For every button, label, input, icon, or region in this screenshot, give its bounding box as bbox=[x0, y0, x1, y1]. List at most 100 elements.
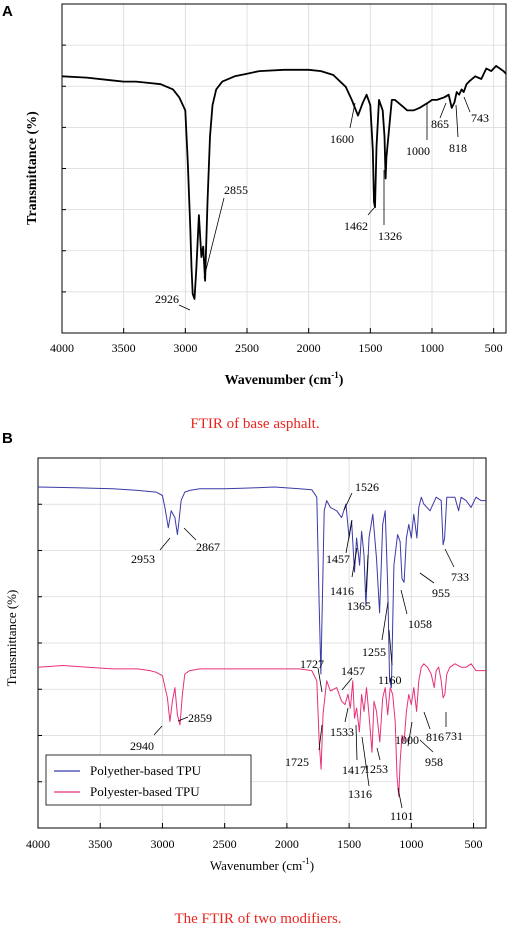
x-tick-label: 1500 bbox=[337, 837, 361, 851]
panel-b-x-axis-label: Wavenumber (cm-1) bbox=[210, 856, 314, 873]
peak-arrow bbox=[178, 304, 191, 311]
peak-label: 733 bbox=[451, 570, 469, 584]
peak-label: 1000 bbox=[395, 733, 419, 747]
x-tick-label: 1000 bbox=[399, 837, 423, 851]
peak-label: 2859 bbox=[188, 711, 212, 725]
peak-label: 743 bbox=[471, 111, 489, 125]
peak-arrow bbox=[444, 548, 455, 568]
x-tick-label: 500 bbox=[485, 341, 503, 355]
panel-b-legend: Polyether-based TPU Polyester-based TPU bbox=[45, 754, 252, 806]
peak-label: 816 bbox=[426, 730, 444, 744]
legend-label-polyester: Polyester-based TPU bbox=[90, 784, 200, 799]
peak-arrow bbox=[419, 739, 434, 753]
x-tick-label: 1500 bbox=[358, 341, 382, 355]
peak-label: 1457 bbox=[341, 664, 365, 678]
peak-label: 865 bbox=[431, 117, 449, 131]
panel-b: B 4000 3500 3000 2500 2000 1500 1000 500 Transm… bbox=[2, 430, 487, 927]
peak-arrow bbox=[397, 787, 403, 809]
panel-b-series bbox=[37, 486, 486, 797]
peak-label: 1416 bbox=[330, 584, 354, 598]
peak-label: 2867 bbox=[196, 540, 220, 554]
x-tick-label: 2500 bbox=[235, 341, 259, 355]
panel-a-peak-labels: 2926 2855 1600 1462 1326 1000 865 818 74… bbox=[155, 111, 489, 306]
peak-label: 1533 bbox=[330, 725, 354, 739]
peak-label: 1058 bbox=[408, 617, 432, 631]
panel-a: A 4000 3500 3000 2500 2000 1500 1000 500 Transm… bbox=[2, 3, 507, 432]
x-tick-label: 2500 bbox=[213, 837, 237, 851]
peak-arrow bbox=[423, 711, 431, 730]
peak-arrow bbox=[455, 104, 459, 138]
panel-a-x-axis-label: Wavenumber (cm-1) bbox=[225, 370, 344, 388]
series-line-a-0 bbox=[61, 65, 507, 300]
peak-label: 1365 bbox=[347, 599, 371, 613]
peak-arrow bbox=[344, 707, 349, 723]
peak-label: 818 bbox=[449, 141, 467, 155]
peak-label: 2953 bbox=[131, 552, 155, 566]
peak-label: 1457 bbox=[326, 552, 350, 566]
panel-a-caption: FTIR of base asphalt. bbox=[190, 416, 319, 432]
panel-b-peak-labels: 1526 2953 2867 1457 1416 1365 955 733 10… bbox=[130, 480, 469, 823]
peak-arrow bbox=[439, 102, 447, 119]
peak-arrow bbox=[343, 492, 353, 511]
peak-arrow bbox=[388, 629, 393, 666]
panel-b-annotations bbox=[153, 492, 455, 809]
x-tick-label: 2000 bbox=[275, 837, 299, 851]
panel-a-x-ticks: 4000 3500 3000 2500 2000 1500 1000 500 bbox=[50, 44, 503, 355]
peak-arrow bbox=[349, 102, 356, 129]
panel-b-y-axis-label: Transmittance (%) bbox=[4, 590, 19, 687]
peak-label: 2855 bbox=[224, 183, 248, 197]
peak-arrow bbox=[361, 736, 370, 787]
series-line-b-0 bbox=[37, 486, 486, 689]
peak-arrow bbox=[318, 724, 323, 751]
legend-box bbox=[45, 754, 252, 806]
peak-label: 958 bbox=[425, 755, 443, 769]
x-tick-label: 2000 bbox=[297, 341, 321, 355]
peak-label: 1255 bbox=[362, 645, 386, 659]
peak-label: 1600 bbox=[330, 132, 354, 146]
panel-b-x-ticks: 4000 3500 3000 2500 2000 1500 1000 500 bbox=[26, 503, 483, 851]
peak-label: 1160 bbox=[378, 673, 402, 687]
peak-arrow bbox=[355, 724, 358, 761]
x-tick-label: 3000 bbox=[173, 341, 197, 355]
peak-arrow bbox=[367, 207, 375, 216]
peak-arrow bbox=[365, 554, 369, 593]
panel-a-grid bbox=[61, 4, 506, 333]
peak-label: 2940 bbox=[130, 739, 154, 753]
x-tick-label: 3500 bbox=[88, 837, 112, 851]
panel-a-y-axis-label: Transmittance (%) bbox=[25, 111, 40, 225]
peak-arrow bbox=[351, 547, 358, 578]
peak-arrow bbox=[381, 601, 389, 641]
peak-label: 2926 bbox=[155, 292, 179, 306]
peak-arrow bbox=[419, 572, 435, 584]
peak-label: 1526 bbox=[355, 480, 379, 494]
peak-label: 955 bbox=[432, 586, 450, 600]
peak-label: 1462 bbox=[344, 219, 368, 233]
panel-b-letter: B bbox=[2, 430, 13, 447]
peak-label: 731 bbox=[445, 729, 463, 743]
x-tick-label: 3000 bbox=[150, 837, 174, 851]
peak-arrow bbox=[159, 537, 171, 551]
peak-arrow bbox=[177, 716, 189, 722]
peak-arrow bbox=[407, 721, 413, 747]
peak-arrow bbox=[400, 589, 408, 615]
peak-arrow bbox=[341, 677, 353, 691]
x-tick-label: 4000 bbox=[50, 341, 74, 355]
peak-label: 1253 bbox=[364, 762, 388, 776]
peak-label: 1727 bbox=[300, 657, 324, 671]
series-line-b-1 bbox=[37, 663, 486, 797]
legend-label-polyether: Polyether-based TPU bbox=[90, 763, 202, 778]
panel-b-caption: The FTIR of two modifiers. bbox=[174, 911, 341, 927]
panel-a-annotations bbox=[178, 96, 471, 311]
peak-label: 1000 bbox=[406, 144, 430, 158]
peak-arrow bbox=[317, 667, 323, 693]
peak-label: 1101 bbox=[390, 809, 414, 823]
x-tick-label: 3500 bbox=[112, 341, 136, 355]
peak-arrow bbox=[345, 519, 353, 554]
x-tick-label: 1000 bbox=[420, 341, 444, 355]
peak-arrow bbox=[153, 725, 163, 736]
panel-a-series bbox=[61, 65, 507, 300]
peak-arrow bbox=[376, 747, 381, 761]
x-tick-label: 4000 bbox=[26, 837, 50, 851]
peak-arrow bbox=[183, 527, 197, 541]
